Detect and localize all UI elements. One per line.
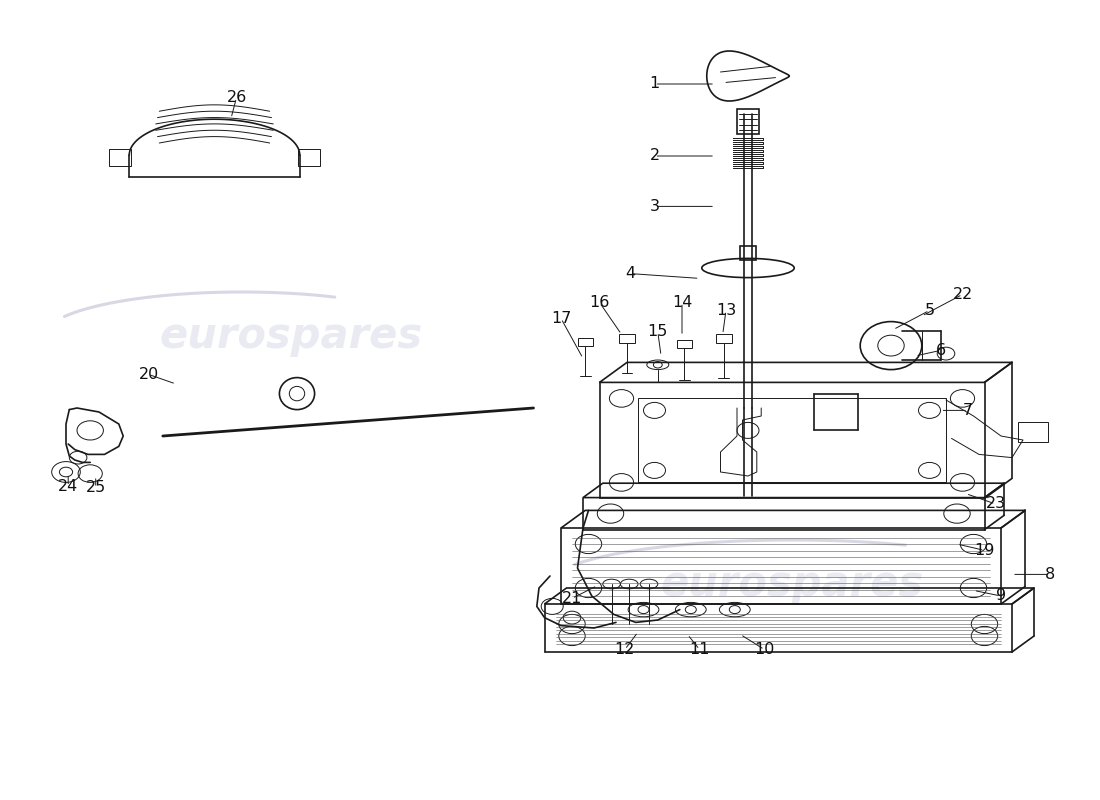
Text: 9: 9	[996, 589, 1006, 603]
Text: 6: 6	[935, 343, 946, 358]
Text: 23: 23	[986, 497, 1005, 511]
Text: 2: 2	[649, 149, 660, 163]
Text: 16: 16	[590, 295, 609, 310]
Text: 10: 10	[755, 642, 774, 657]
Text: 3: 3	[649, 199, 660, 214]
Text: eurospares: eurospares	[660, 563, 924, 605]
Text: 12: 12	[615, 642, 635, 657]
Text: 15: 15	[648, 325, 668, 339]
Text: 22: 22	[953, 287, 972, 302]
Text: 26: 26	[227, 90, 246, 105]
Text: 17: 17	[551, 311, 571, 326]
Text: 4: 4	[625, 266, 636, 281]
Text: 14: 14	[672, 295, 692, 310]
Text: 24: 24	[58, 479, 78, 494]
Text: eurospares: eurospares	[160, 315, 424, 357]
Text: 5: 5	[924, 303, 935, 318]
Text: 8: 8	[1045, 567, 1056, 582]
Text: 11: 11	[690, 642, 710, 657]
Text: 25: 25	[86, 481, 106, 495]
Text: 1: 1	[649, 77, 660, 91]
Text: 19: 19	[975, 543, 994, 558]
Text: 20: 20	[139, 367, 158, 382]
Text: 13: 13	[716, 303, 736, 318]
Text: 21: 21	[562, 591, 582, 606]
Text: 7: 7	[962, 403, 974, 418]
